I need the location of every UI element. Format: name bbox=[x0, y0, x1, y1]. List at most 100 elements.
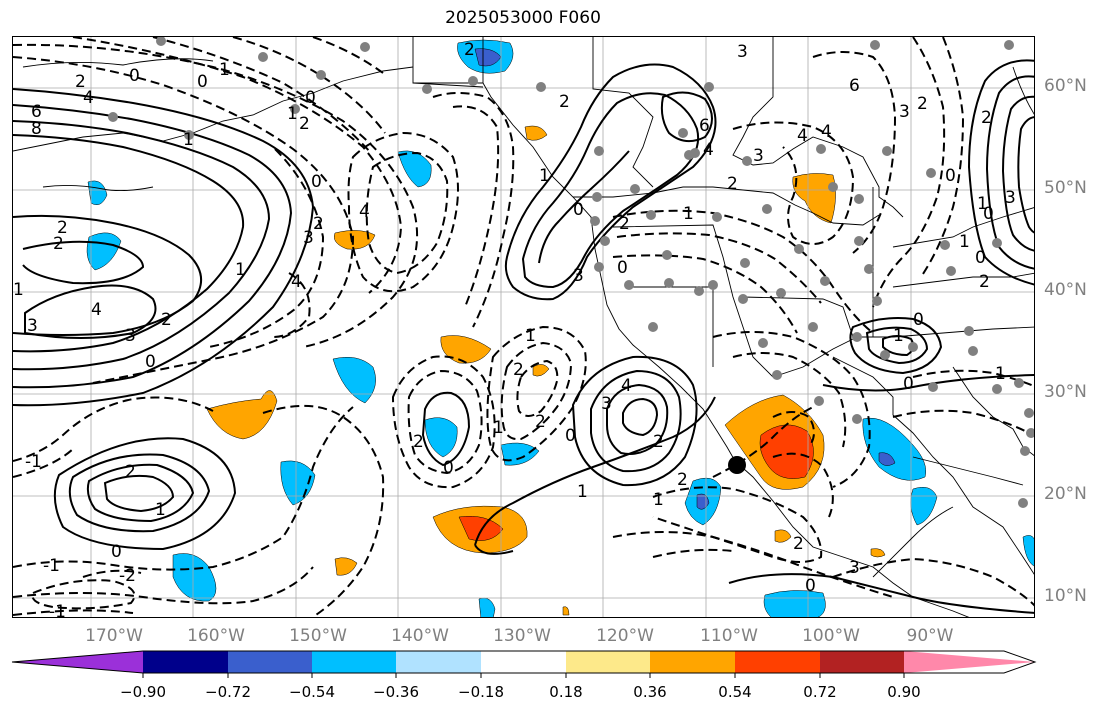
shade-orange bbox=[206, 390, 278, 440]
colorbar-segment bbox=[312, 651, 396, 673]
shade-blue bbox=[763, 590, 826, 617]
contour-label: 2 bbox=[619, 214, 630, 234]
contour-label: 1 bbox=[235, 260, 246, 280]
contour-label: 3 bbox=[737, 42, 748, 62]
contour-label: 1 bbox=[493, 418, 504, 438]
lat-label-10n: 10°N bbox=[1044, 586, 1087, 606]
contour-label: 1 bbox=[577, 482, 588, 502]
contour-label: 0 bbox=[805, 576, 816, 596]
shade-blue bbox=[478, 597, 496, 617]
map-frame: 0 2 4 6 8 2 2 1 3 4 3 0 2 1 0 1 0 2 1 2 … bbox=[12, 36, 1035, 618]
contour-label: 1 bbox=[155, 500, 166, 520]
contour-label: 2 bbox=[57, 218, 68, 238]
contour-label: 1 bbox=[219, 60, 230, 80]
lat-label-40n: 40°N bbox=[1044, 280, 1087, 300]
colorbar-label: −0.72 bbox=[205, 683, 251, 701]
contour-label: 8 bbox=[31, 119, 42, 139]
contour-label: 4 bbox=[797, 126, 808, 146]
contour-label-layer: 0 2 4 6 8 2 2 1 3 4 3 0 2 1 0 1 0 2 1 2 … bbox=[13, 40, 1016, 617]
colorbar-extend-high bbox=[904, 651, 1035, 673]
contour-label: 4 bbox=[91, 300, 102, 320]
shade-blue bbox=[280, 460, 316, 506]
lon-label-130w: 130°W bbox=[493, 626, 551, 646]
contour-label: 1 bbox=[959, 232, 970, 252]
contour-label: 6 bbox=[849, 76, 860, 96]
contour-label: 4 bbox=[621, 376, 632, 396]
shade-orange bbox=[532, 364, 550, 377]
contour-label: 1 bbox=[13, 280, 24, 300]
colorbar-label: 0.36 bbox=[633, 683, 667, 701]
colorbar-segment bbox=[735, 651, 820, 673]
contour-label: 2 bbox=[793, 534, 804, 554]
colorbar-segment bbox=[566, 651, 650, 673]
contour-label: 0 bbox=[913, 310, 924, 330]
contour-label: 2 bbox=[413, 432, 424, 452]
contour-label: 0 bbox=[983, 204, 994, 224]
contour-label: 1 bbox=[183, 130, 194, 150]
contour-label: 6 bbox=[31, 102, 42, 122]
colorbar-segment bbox=[481, 651, 566, 673]
colorbar-segment bbox=[396, 651, 481, 673]
contour-label: 3 bbox=[303, 228, 314, 248]
contour-label: 1 bbox=[893, 326, 904, 346]
colorbar-label: 0.54 bbox=[718, 683, 752, 701]
contour-label: 0 bbox=[311, 172, 322, 192]
contour-label: 4 bbox=[703, 140, 714, 160]
contour-label: 0 bbox=[975, 248, 986, 268]
shade-blue bbox=[500, 442, 540, 466]
grid-lines bbox=[13, 37, 1034, 617]
contour-label: 0 bbox=[305, 88, 316, 108]
contour-label: 3 bbox=[1005, 188, 1016, 208]
contour-label: 3 bbox=[849, 558, 860, 578]
contour-label: -1 bbox=[43, 556, 60, 576]
lat-label-20n: 20°N bbox=[1044, 484, 1087, 504]
contour-label: 0 bbox=[443, 458, 454, 478]
lon-label-110w: 110°W bbox=[700, 626, 758, 646]
station-dots bbox=[108, 37, 1034, 508]
contour-label: 4 bbox=[359, 202, 370, 222]
contour-label: -2 bbox=[119, 566, 136, 586]
contour-label: 2 bbox=[513, 360, 524, 380]
shade-red bbox=[759, 424, 814, 479]
shade-blue bbox=[332, 357, 376, 404]
contour-label: 0 bbox=[945, 166, 956, 186]
colorbar-label: −0.36 bbox=[373, 683, 419, 701]
shade-orange bbox=[562, 606, 570, 616]
shade-orange bbox=[334, 557, 358, 576]
colorbar-label: −0.90 bbox=[120, 683, 166, 701]
colorbar-label: −0.54 bbox=[289, 683, 335, 701]
lat-label-60n: 60°N bbox=[1044, 76, 1087, 96]
shade-blue bbox=[424, 417, 458, 458]
contour-label: 0 bbox=[573, 200, 584, 220]
contour-label: -1 bbox=[25, 452, 42, 472]
colorbar-segment bbox=[820, 651, 904, 673]
contour-label: 2 bbox=[464, 40, 475, 60]
lon-label-90w: 90°W bbox=[906, 626, 954, 646]
shade-blue bbox=[1022, 535, 1034, 567]
colorbar-label: 0.90 bbox=[887, 683, 921, 701]
colorbar-segment bbox=[650, 651, 735, 673]
shade-blue-dark bbox=[878, 452, 896, 466]
contour-label: 0 bbox=[903, 374, 914, 394]
contour-label: 2 bbox=[313, 214, 324, 234]
contour-label: 1 bbox=[525, 326, 536, 346]
contour-label: 1 bbox=[977, 194, 988, 214]
lon-label-140w: 140°W bbox=[391, 626, 449, 646]
colorbar-label: 0.18 bbox=[549, 683, 583, 701]
lon-label-100w: 100°W bbox=[802, 626, 860, 646]
colorbar-outline bbox=[11, 650, 1037, 674]
map-title: 2025053000 F060 bbox=[445, 8, 601, 28]
contour-label: 2 bbox=[75, 72, 86, 92]
contour-label: 0 bbox=[111, 542, 122, 562]
marker-black-dot bbox=[728, 456, 746, 474]
shade-blue bbox=[172, 553, 217, 602]
shading-layer bbox=[86, 39, 1034, 617]
contour-label: 6 bbox=[699, 116, 710, 136]
shade-orange bbox=[870, 548, 886, 558]
colorbar-segment bbox=[228, 651, 312, 673]
shade-orange bbox=[334, 230, 376, 250]
lon-label-120w: 120°W bbox=[596, 626, 654, 646]
lon-label-160w: 160°W bbox=[187, 626, 245, 646]
contour-label: 1 bbox=[287, 104, 298, 124]
map-canvas: 0 2 4 6 8 2 2 1 3 4 3 0 2 1 0 1 0 2 1 2 … bbox=[13, 37, 1034, 617]
